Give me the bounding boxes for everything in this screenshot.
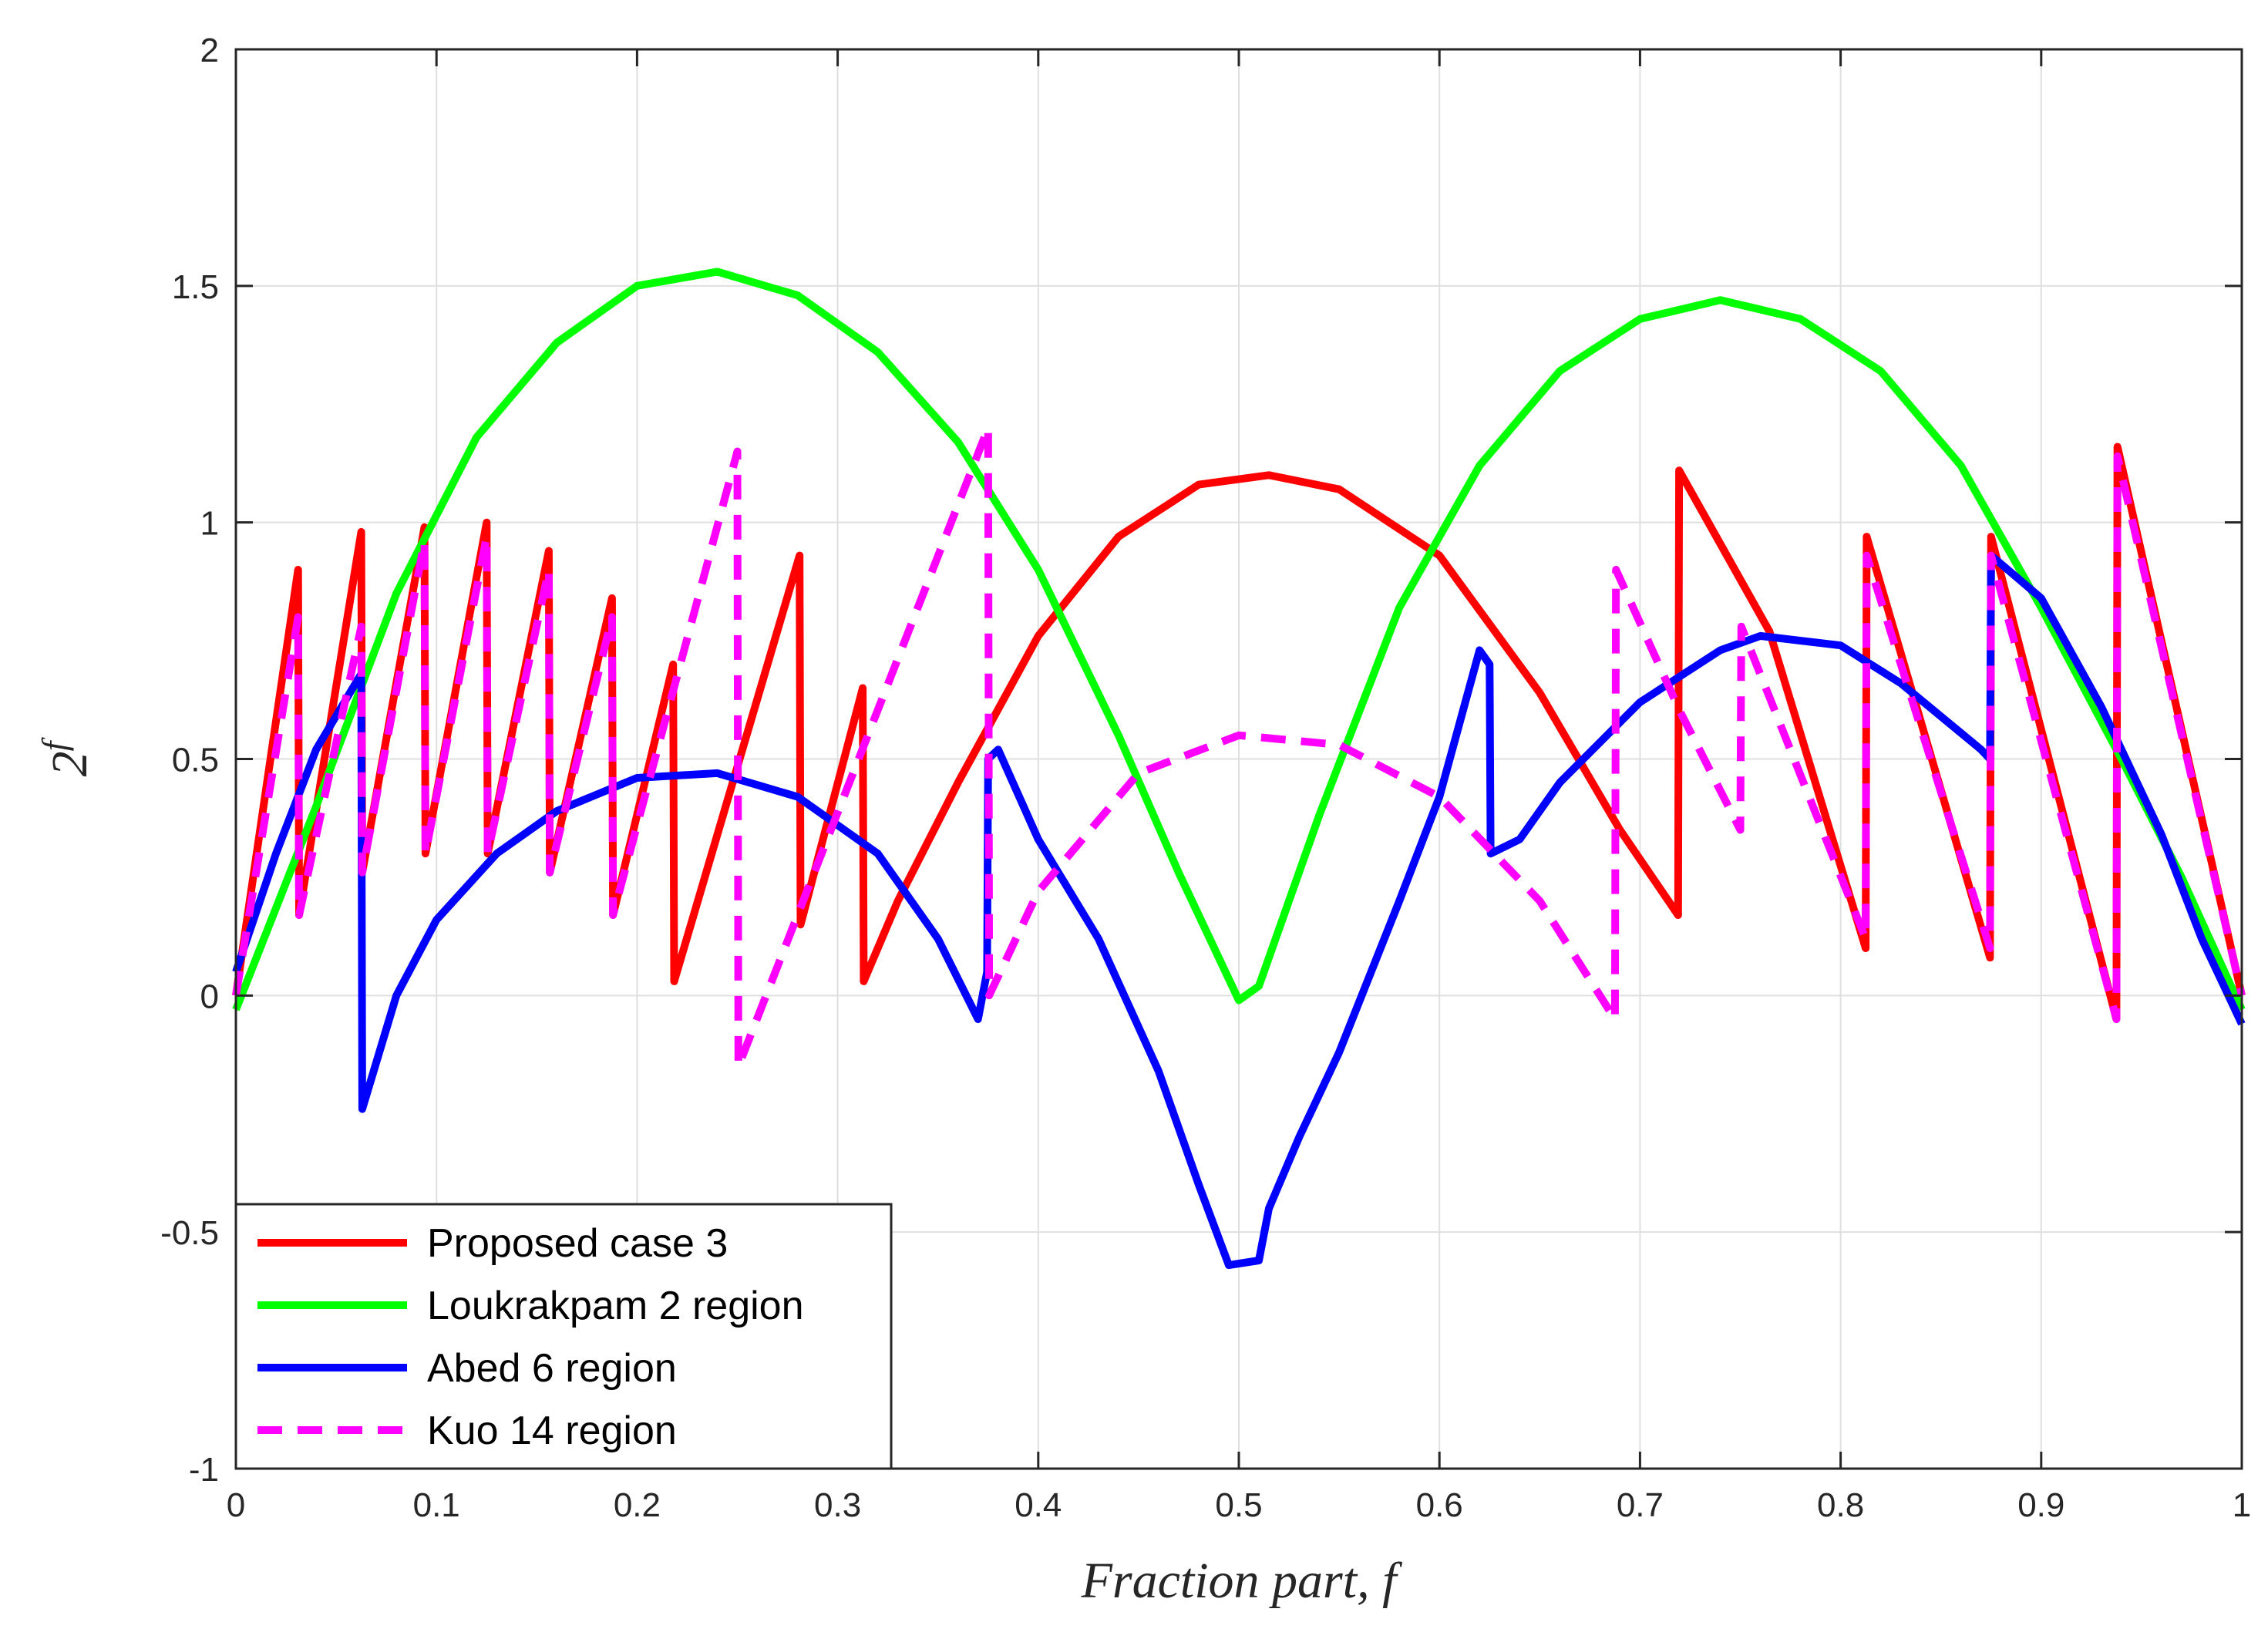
x-axis-ticks: 0 0.1 0.2 0.3 0.4 0.5 0.6 0.7 0.8 0.9 1 [227,49,2251,1524]
x-tick-label: 0.1 [413,1486,460,1524]
x-tick-label: 1 [2233,1486,2251,1524]
legend-label: Abed 6 region [427,1346,677,1391]
series-layer [232,268,2246,1270]
y-tick-label: 0 [200,978,219,1015]
y-tick-label: 0.5 [172,742,219,779]
x-tick-label: 0 [227,1486,245,1524]
x-tick-label: 0.5 [1215,1486,1262,1524]
y-tick-label: 1 [200,505,219,543]
y-tick-label: 1.5 [172,268,219,306]
y-tick-label: -1 [189,1451,219,1489]
x-tick-label: 0.8 [1817,1486,1864,1524]
x-tick-label: 0.2 [614,1486,661,1524]
x-tick-label: 0.3 [814,1486,861,1524]
legend-label: Loukrakpam 2 region [427,1284,804,1328]
x-tick-label: 0.7 [1617,1486,1664,1524]
y-axis-ticks: -1 -0.5 0 0.5 1 1.5 2 [160,32,2242,1489]
x-tick-label: 0.6 [1416,1486,1463,1524]
series-line-kuo-14-region [232,423,2246,1071]
legend-box [234,1203,893,1470]
legend-label: Kuo 14 region [427,1408,677,1453]
x-tick-label: 0.4 [1015,1486,1062,1524]
x-axis-label: Fraction part, f [1081,1553,1402,1609]
y-tick-label: 2 [200,32,219,69]
y-axis-label-base: 2 [42,751,98,776]
series-line-loukrakpam-2-region [232,268,2246,1011]
series-line-abed-6-region [232,551,2246,1270]
y-tick-label: -0.5 [160,1214,219,1252]
legend: Proposed case 3 Loukrakpam 2 region Abed 6… [234,1203,893,1470]
legend-label: Proposed case 3 [427,1221,728,1266]
x-tick-label: 0.9 [2017,1486,2064,1524]
